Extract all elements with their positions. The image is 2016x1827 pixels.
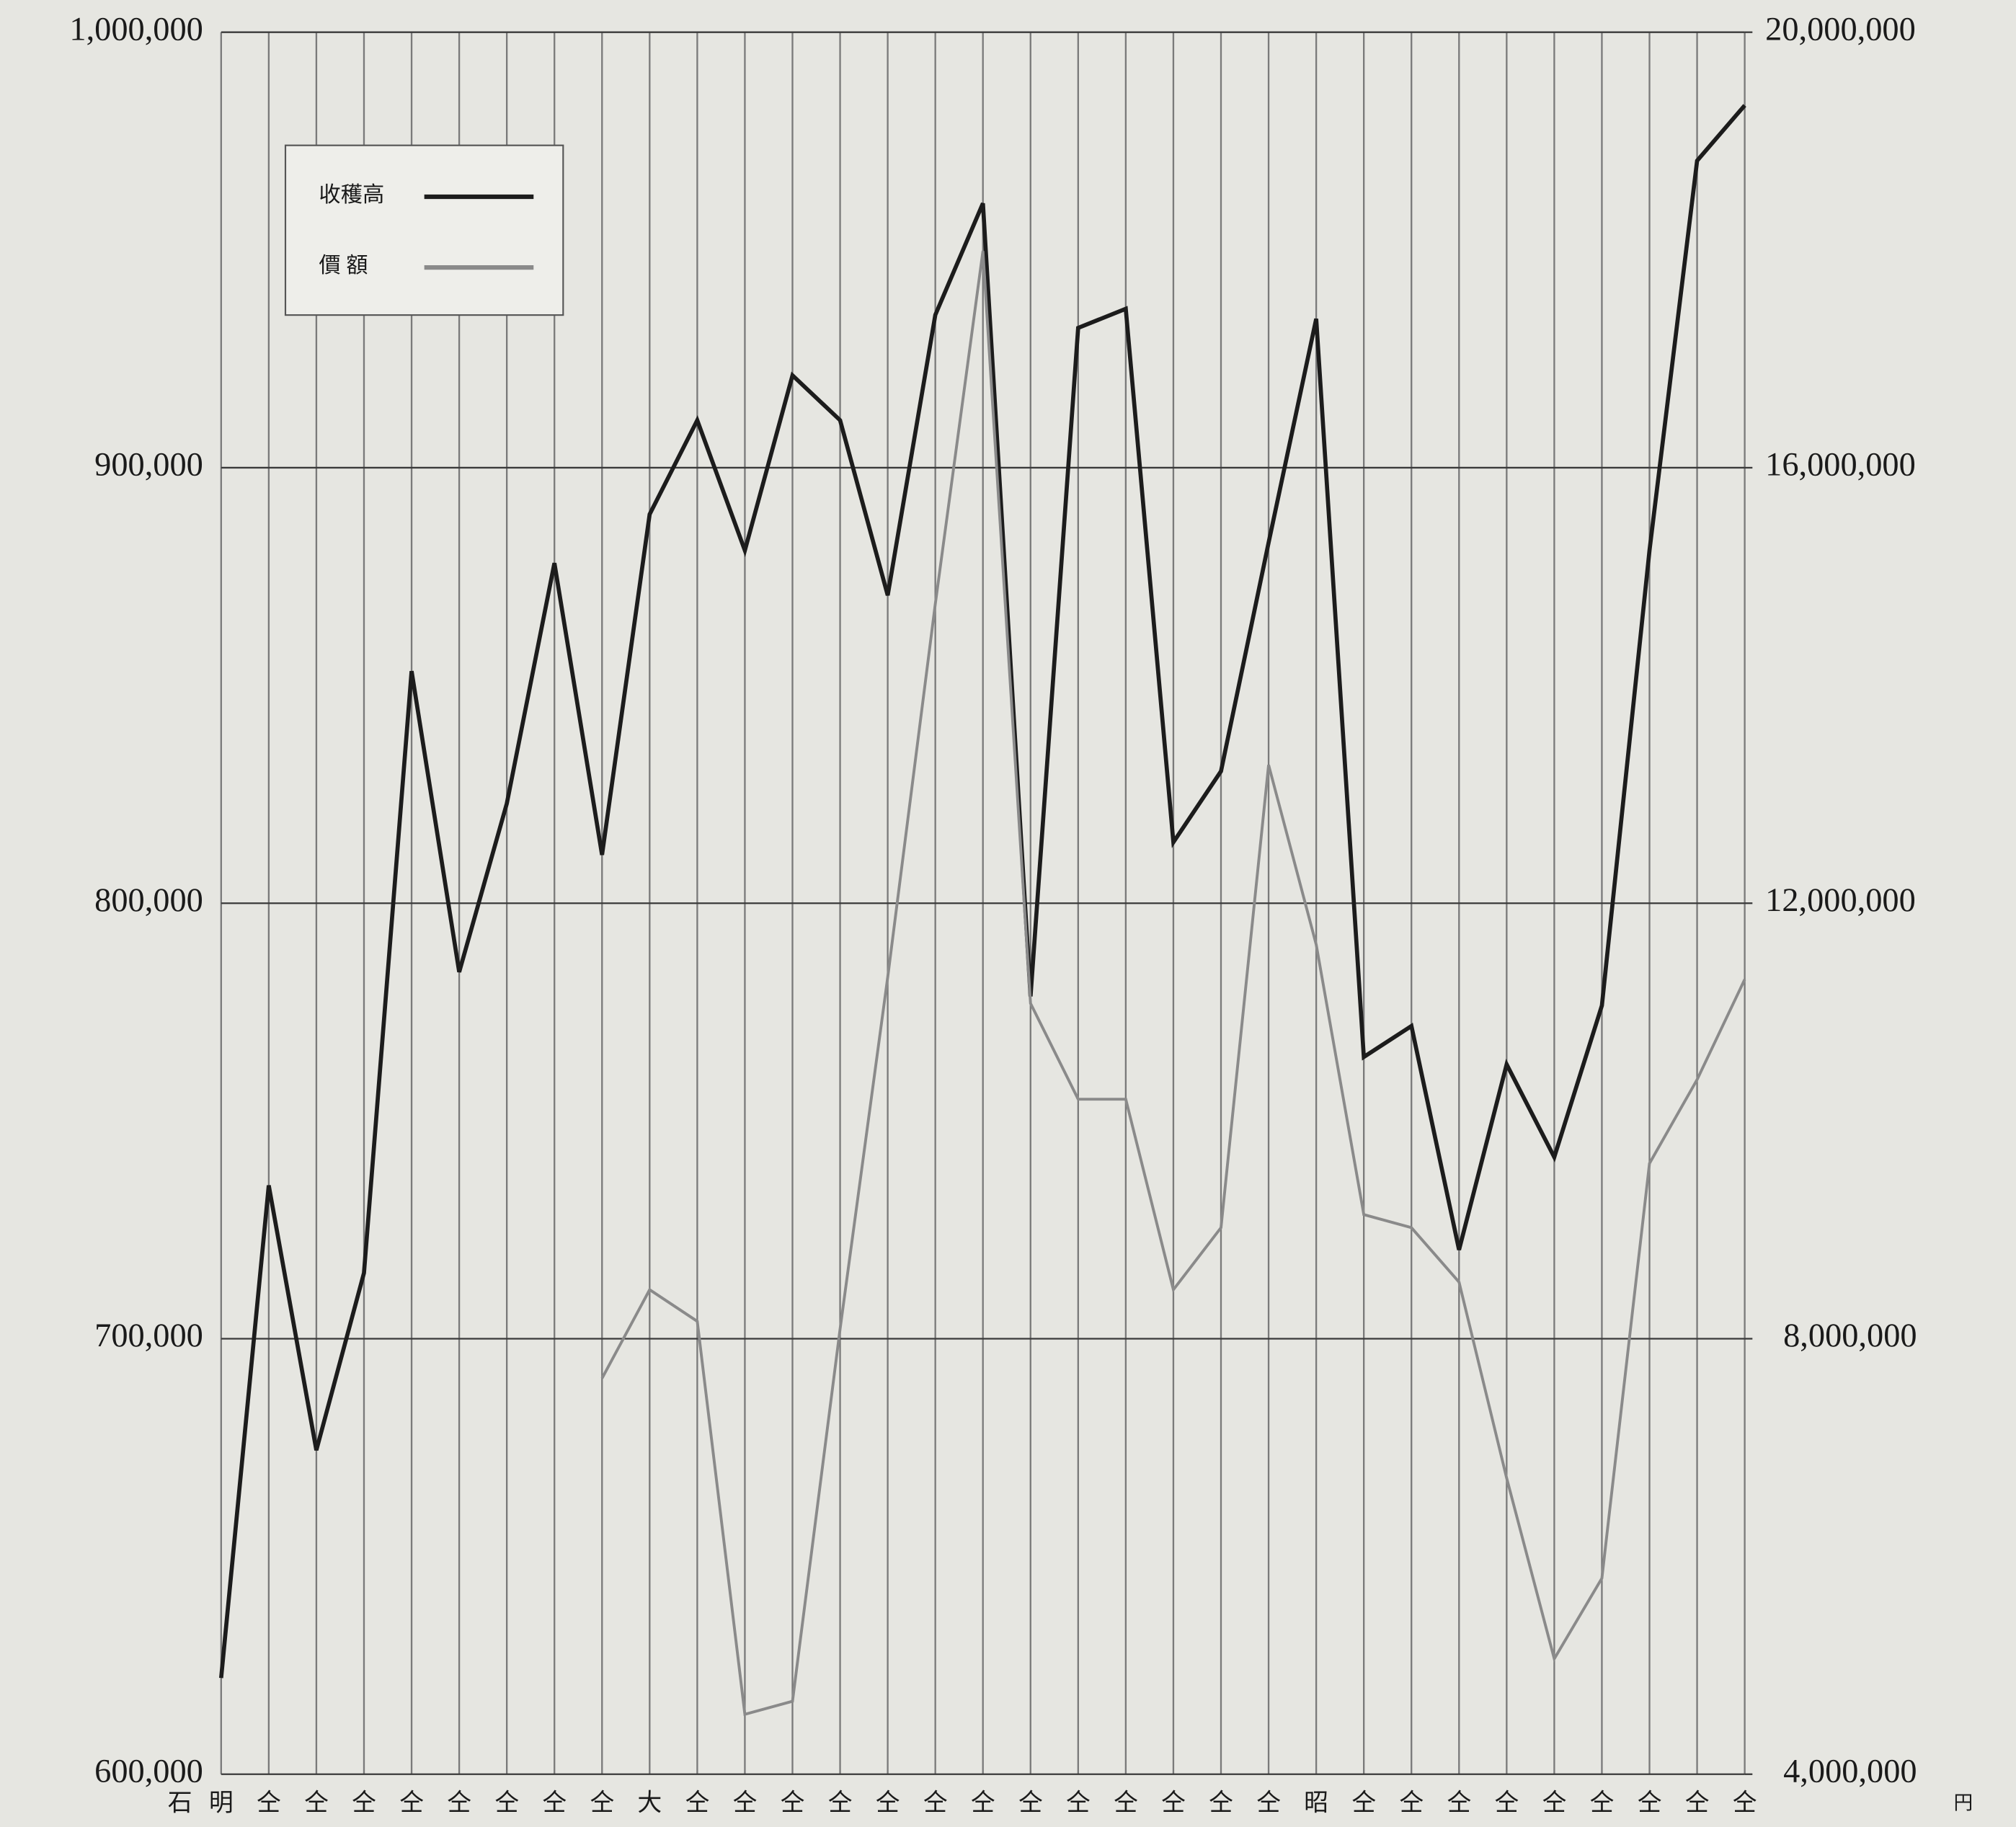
- x-tick-label: 昭: [1304, 1790, 1328, 1816]
- x-tick-label: 仝: [1542, 1789, 1566, 1816]
- x-tick-label: 仝: [1351, 1789, 1376, 1816]
- x-tick-label: 仝: [732, 1789, 757, 1816]
- series-line: [218, 104, 1746, 1679]
- x-tick-label: 仝: [781, 1789, 805, 1816]
- x-tick-label: 仝: [1161, 1789, 1186, 1816]
- x-tick-label: 仝: [1638, 1789, 1662, 1816]
- x-tick-label: 仝: [447, 1789, 471, 1816]
- y-axis-unit: 石: [168, 1790, 192, 1816]
- x-tick-label: 仝: [876, 1789, 900, 1816]
- legend-box: [284, 144, 564, 316]
- x-tick-label: 仝: [1494, 1789, 1519, 1816]
- x-tick-label: 仝: [257, 1789, 281, 1816]
- y2-tick-label: 20,000,000: [1765, 11, 1916, 48]
- x-tick-label: 仝: [304, 1789, 329, 1816]
- x-tick-label: 仝: [685, 1789, 709, 1816]
- y2-tick-label: 4,000,000: [1783, 1753, 1917, 1790]
- y-tick-label: 800,000: [94, 882, 203, 919]
- legend-label: 價 額: [319, 253, 368, 277]
- y-tick-label: 700,000: [94, 1317, 203, 1354]
- y2-axis-unit: 円: [1953, 1792, 1973, 1814]
- x-tick-label: 仝: [1447, 1789, 1471, 1816]
- x-tick-label: 仝: [1733, 1789, 1757, 1816]
- x-tick-label: 仝: [1114, 1789, 1138, 1816]
- x-tick-label: 仝: [1590, 1789, 1615, 1816]
- x-tick-label: 仝: [494, 1789, 519, 1816]
- x-tick-label: 仝: [971, 1789, 995, 1816]
- y-tick-label: 1,000,000: [69, 11, 203, 48]
- x-tick-label: 仝: [399, 1789, 424, 1816]
- x-tick-label: 仝: [1018, 1789, 1043, 1816]
- y-tick-label: 900,000: [94, 447, 203, 484]
- x-tick-label: 仝: [352, 1789, 376, 1816]
- y2-tick-label: 12,000,000: [1765, 882, 1916, 919]
- y-tick-label: 600,000: [94, 1753, 203, 1790]
- x-tick-label: 仝: [1256, 1789, 1281, 1816]
- x-tick-label: 仝: [923, 1789, 948, 1816]
- x-tick-label: 明: [209, 1790, 234, 1816]
- legend-label: 收穫高: [319, 182, 384, 207]
- y2-tick-label: 8,000,000: [1783, 1317, 1917, 1354]
- x-tick-label: 仝: [542, 1789, 567, 1816]
- x-tick-label: 大: [637, 1789, 662, 1816]
- x-tick-label: 仝: [1399, 1789, 1424, 1816]
- x-tick-label: 仝: [1685, 1789, 1710, 1816]
- x-tick-label: 仝: [828, 1789, 853, 1816]
- x-tick-label: 仝: [1209, 1789, 1233, 1816]
- series-line: [600, 251, 1746, 1717]
- y2-tick-label: 16,000,000: [1765, 447, 1916, 484]
- x-tick-label: 仝: [590, 1789, 614, 1816]
- x-tick-label: 仝: [1066, 1789, 1091, 1816]
